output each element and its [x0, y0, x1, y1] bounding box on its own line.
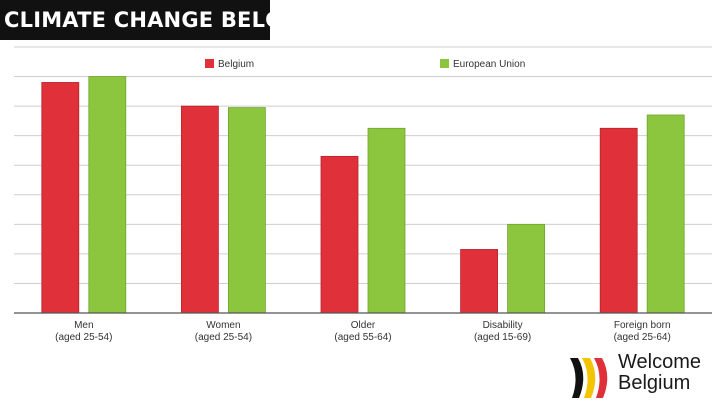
grid-lines — [14, 46, 712, 284]
logo-line-welcome: Welcome — [618, 351, 701, 373]
legend-label-belgium: Belgium — [218, 59, 254, 70]
legend-swatch-belgium — [205, 59, 214, 68]
bar-eu-2 — [367, 127, 406, 314]
category-sublabel: (aged 55-64) — [334, 332, 391, 343]
banner-title: CLIMATE CHANGE BELGIUM — [0, 0, 329, 40]
bar-belgium-3 — [460, 249, 499, 314]
category-sublabel: (aged 25-54) — [55, 332, 112, 343]
logo-line-belgium: Belgium — [618, 372, 691, 394]
bar-belgium-1 — [180, 105, 219, 314]
bars — [41, 76, 685, 314]
logo-text: Welcome Belgium — [618, 352, 701, 394]
category-label: Men — [74, 320, 93, 331]
legend-label-eu: European Union — [453, 59, 525, 70]
legend: Belgium European Union — [205, 59, 525, 70]
bar-belgium-0 — [41, 82, 80, 314]
bar-eu-3 — [507, 223, 546, 314]
bar-belgium-4 — [599, 127, 638, 314]
bar-eu-0 — [88, 76, 127, 314]
category-label: Women — [206, 320, 240, 331]
category-label: Foreign born — [614, 320, 671, 331]
category-sublabel: (aged 15-69) — [474, 332, 531, 343]
category-labels: Men(aged 25-54)Women(aged 25-54)Older(ag… — [55, 320, 671, 343]
bar-eu-1 — [227, 107, 266, 314]
bar-eu-4 — [646, 114, 685, 314]
legend-swatch-eu — [440, 59, 449, 68]
category-label: Older — [351, 320, 376, 331]
category-sublabel: (aged 25-54) — [195, 332, 252, 343]
belgian-flag-stripes-icon — [570, 358, 608, 398]
category-label: Disability — [483, 320, 523, 331]
bar-belgium-2 — [320, 155, 359, 314]
welcome-belgium-logo: Welcome Belgium — [566, 350, 720, 402]
category-sublabel: (aged 25-64) — [614, 332, 671, 343]
